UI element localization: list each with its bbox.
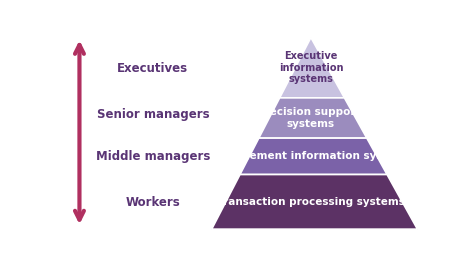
Text: Decision support
systems: Decision support systems xyxy=(261,107,361,129)
Polygon shape xyxy=(212,174,418,229)
Text: Executives: Executives xyxy=(118,62,189,75)
Text: Senior managers: Senior managers xyxy=(97,108,209,121)
Text: Transaction processing systems: Transaction processing systems xyxy=(217,197,405,207)
Text: Workers: Workers xyxy=(126,196,180,209)
Text: Middle managers: Middle managers xyxy=(96,150,210,163)
Text: Executive
information
systems: Executive information systems xyxy=(279,51,343,84)
Polygon shape xyxy=(259,98,367,138)
Polygon shape xyxy=(240,138,387,174)
Text: Management information systems: Management information systems xyxy=(210,151,412,161)
Polygon shape xyxy=(280,37,345,98)
